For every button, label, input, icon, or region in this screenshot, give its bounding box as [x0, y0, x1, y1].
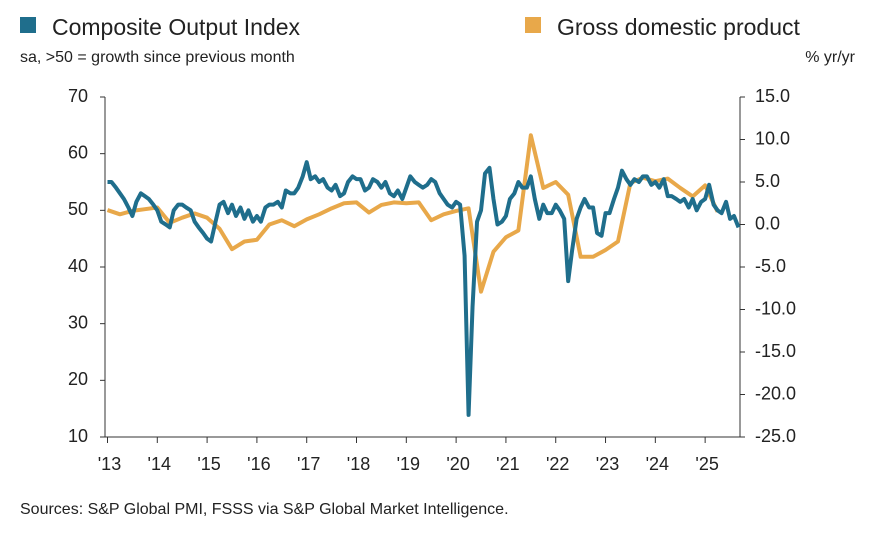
y-tick-label: 10 — [68, 426, 88, 446]
y-tick-label: 70 — [68, 86, 88, 106]
y2-tick-label: -20.0 — [755, 383, 796, 403]
x-tick-label: '13 — [98, 454, 121, 474]
y2-tick-label: -15.0 — [755, 341, 796, 361]
x-tick-label: '20 — [446, 454, 469, 474]
x-tick-label: '19 — [397, 454, 420, 474]
y-tick-label: 50 — [68, 199, 88, 219]
series-line — [106, 133, 720, 294]
y2-tick-label: -25.0 — [755, 426, 796, 446]
x-tick-label: '22 — [546, 454, 569, 474]
y2-tick-label: 0.0 — [755, 213, 780, 233]
x-tick-label: '25 — [695, 454, 718, 474]
x-tick-label: '14 — [148, 454, 171, 474]
source-note: Sources: S&P Global PMI, FSSS via S&P Gl… — [20, 501, 509, 518]
legend-label: Composite Output Index — [52, 14, 301, 40]
y2-tick-label: -5.0 — [755, 256, 786, 276]
y-axis-label: sa, >50 = growth since previous month — [20, 49, 295, 66]
y-tick-label: 60 — [68, 142, 88, 162]
x-tick-label: '18 — [347, 454, 370, 474]
x-tick-label: '16 — [247, 454, 270, 474]
y-tick-label: 40 — [68, 256, 88, 276]
x-tick-label: '15 — [197, 454, 220, 474]
y2-tick-label: 10.0 — [755, 128, 790, 148]
x-tick-label: '21 — [496, 454, 519, 474]
x-tick-label: '24 — [646, 454, 669, 474]
y2-tick-label: -10.0 — [755, 298, 796, 318]
series-line — [107, 160, 741, 417]
y2-tick-label: 15.0 — [755, 86, 790, 106]
y-tick-label: 20 — [68, 369, 88, 389]
legend-label: Gross domestic product — [557, 14, 800, 40]
y2-tick-label: 5.0 — [755, 171, 780, 191]
x-tick-label: '23 — [596, 454, 619, 474]
y-tick-label: 30 — [68, 312, 88, 332]
legend-swatch — [20, 17, 36, 33]
y2-axis-label: % yr/yr — [805, 49, 855, 66]
x-tick-label: '17 — [297, 454, 320, 474]
legend-swatch — [525, 17, 541, 33]
